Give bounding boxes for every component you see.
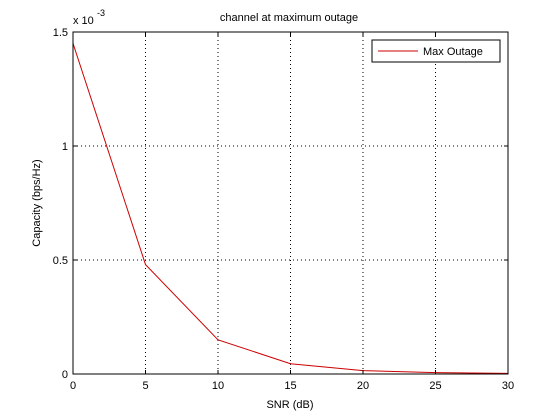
y-tick-label: 0.5 (53, 255, 68, 267)
grid (73, 32, 508, 374)
series-point (144, 263, 147, 266)
legend-box (371, 39, 501, 63)
y-tick-label: 0 (62, 369, 68, 381)
x-tick-label: 15 (284, 380, 296, 392)
series-point (289, 363, 292, 365)
x-tick-label: 20 (357, 380, 369, 392)
x-tick-label: 30 (502, 380, 514, 392)
plot-area (73, 32, 508, 374)
ticks: 0 5 10 15 20 25 30 0 0.5 1 1.5 (53, 27, 514, 392)
legend-label-max-outage: Max Outage (423, 46, 483, 58)
x-axis-label: SNR (dB) (266, 399, 313, 411)
series-point (217, 339, 219, 341)
y-exponent-power: -3 (97, 8, 105, 18)
y-tick-label: 1.5 (53, 27, 68, 39)
legend: Max Outage (371, 39, 501, 63)
y-exponent-label: x 10 (73, 15, 94, 27)
y-axis-label: Capacity (bps/Hz) (31, 159, 43, 246)
x-tick-label: 10 (212, 380, 224, 392)
x-tick-label: 0 (70, 380, 76, 392)
x-tick-label: 25 (429, 380, 441, 392)
y-tick-label: 1 (62, 141, 68, 153)
x-tick-label: 5 (142, 380, 148, 392)
chart-title: channel at maximum outage (220, 12, 358, 24)
